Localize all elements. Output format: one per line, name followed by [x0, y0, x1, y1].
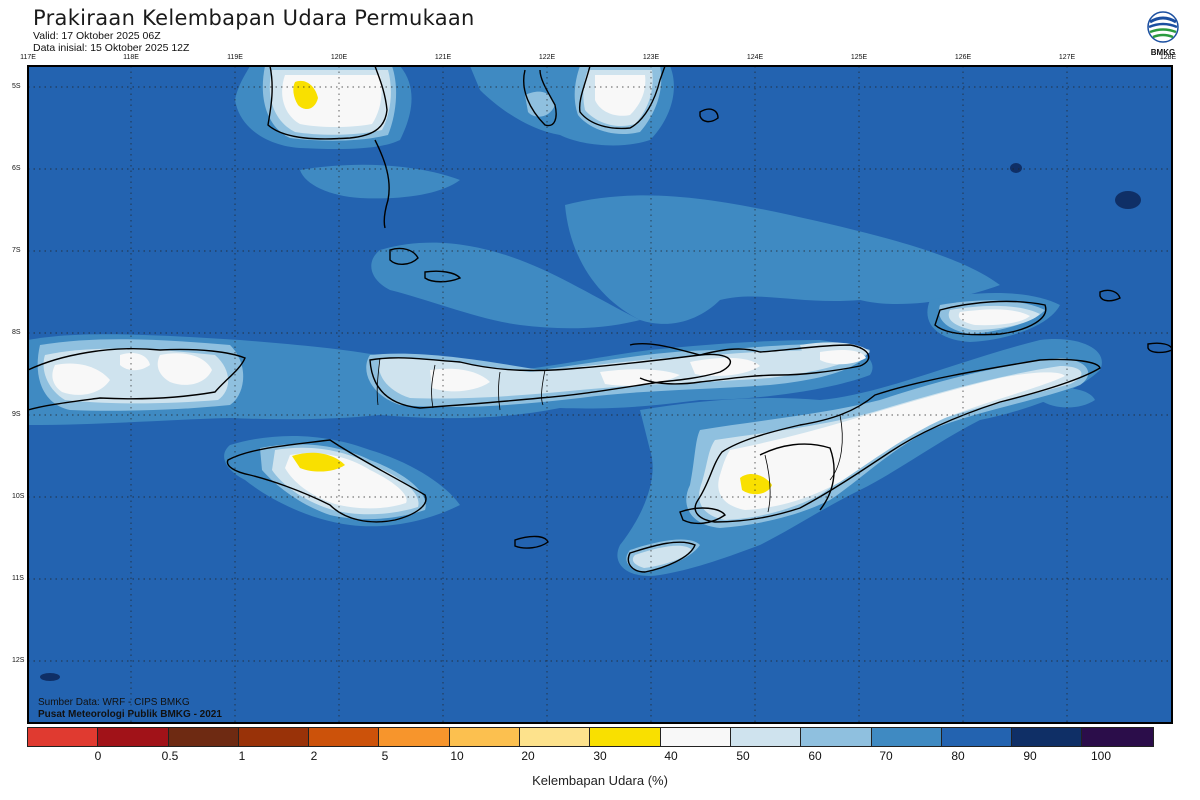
colorbar-tick: 1	[238, 749, 246, 763]
bmkg-logo: BMKG	[1147, 11, 1179, 57]
lon-label: 117E	[20, 54, 36, 61]
colorbar-swatch	[590, 728, 661, 746]
colorbar-swatch	[309, 728, 380, 746]
lon-label: 118E	[123, 54, 139, 61]
colorbar-tick: 2	[310, 749, 318, 763]
lon-label: 124E	[746, 54, 764, 61]
lat-label: 10S	[12, 493, 25, 500]
colorbar-swatch	[520, 728, 591, 746]
colorbar-swatch	[801, 728, 872, 746]
lat-label: 8S	[12, 329, 21, 336]
colorbar-tick: 0	[94, 749, 102, 763]
colorbar-tick: 0.5	[161, 749, 179, 763]
colorbar-swatch	[660, 728, 731, 746]
lon-label: 121E	[434, 54, 452, 61]
coastlines	[28, 66, 1172, 573]
colorbar-tick: 30	[593, 749, 607, 763]
lon-label: 126E	[954, 54, 972, 61]
lat-label: 9S	[12, 411, 21, 418]
map-frame	[27, 65, 1173, 724]
humidity-map	[27, 65, 1173, 724]
colorbar-swatch	[238, 728, 310, 746]
lat-label: 6S	[12, 165, 21, 172]
publisher-line: Pusat Meteorologi Publik BMKG - 2021	[38, 709, 222, 720]
map-title: Prakiraan Kelembapan Udara Permukaan	[33, 6, 475, 30]
colorbar-swatch	[871, 728, 942, 746]
lon-label: 127E	[1058, 54, 1076, 61]
colorbar-tick: 50	[736, 749, 750, 763]
graticule	[28, 66, 1172, 723]
colorbar-tick: 90	[1023, 749, 1037, 763]
lon-label: 125E	[850, 54, 868, 61]
lat-label: 7S	[12, 247, 21, 254]
colorbar-title: Kelembapan Udara (%)	[532, 773, 668, 788]
colorbar-tick: 5	[381, 749, 389, 763]
colorbar-swatch	[449, 728, 521, 746]
lat-label: 5S	[12, 83, 21, 90]
humidity-band-30	[292, 80, 772, 495]
logo-text: BMKG	[1151, 48, 1175, 57]
colorbar-tick: 60	[808, 749, 822, 763]
colorbar-tick: 10	[450, 749, 464, 763]
colorbar-tick: 20	[521, 749, 535, 763]
lat-label: 12S	[12, 657, 25, 664]
colorbar-swatch	[168, 728, 239, 746]
colorbar-tick: 40	[664, 749, 678, 763]
valid-time: Valid: 17 Oktober 2025 06Z	[33, 30, 161, 42]
lon-label: 120E	[330, 54, 348, 61]
initial-time: Data inisial: 15 Oktober 2025 12Z	[33, 42, 190, 54]
lon-label: 128E	[1159, 54, 1177, 61]
colorbar-tick: 70	[879, 749, 893, 763]
colorbar-swatch	[1012, 728, 1083, 746]
colorbar-tick: 100	[1090, 749, 1112, 763]
source-line: Sumber Data: WRF - CIPS BMKG	[38, 697, 190, 708]
lat-label: 11S	[12, 575, 24, 582]
colorbar-swatch	[941, 728, 1013, 746]
colorbar-swatch	[1082, 728, 1153, 746]
lon-label: 122E	[538, 54, 556, 61]
colorbar	[27, 727, 1154, 747]
humidity-band-90	[40, 163, 1141, 681]
colorbar-swatch	[28, 728, 99, 746]
admin-boundaries	[376, 357, 843, 513]
lon-label: 123E	[642, 54, 660, 61]
colorbar-swatch	[98, 728, 169, 746]
humidity-band-40	[52, 75, 1065, 510]
colorbar-swatch	[730, 728, 802, 746]
lon-label: 119E	[227, 54, 243, 61]
colorbar-tick: 80	[951, 749, 965, 763]
colorbar-swatch	[379, 728, 450, 746]
